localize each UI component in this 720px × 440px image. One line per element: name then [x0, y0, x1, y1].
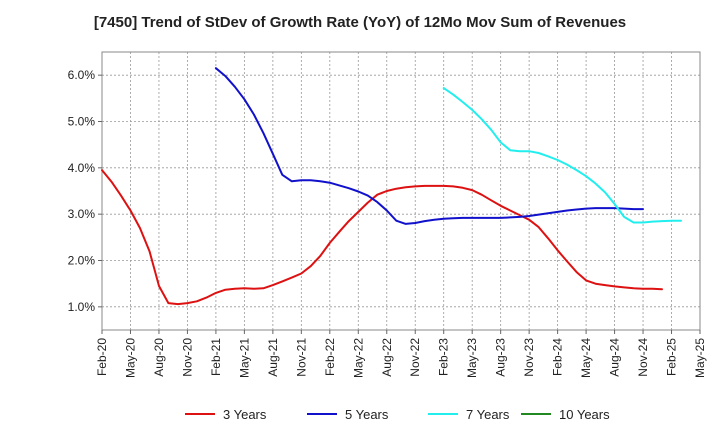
- plot-frame: [101, 51, 701, 331]
- x-tick-label: May-25: [693, 338, 707, 378]
- plot-border: [101, 51, 701, 331]
- legend-label-7-years: 7 Years: [466, 407, 510, 422]
- x-tick-label: Aug-23: [494, 338, 508, 377]
- legend-label-5-years: 5 Years: [345, 407, 389, 422]
- x-tick-label: Feb-24: [551, 338, 565, 376]
- x-tick-label: Nov-21: [294, 338, 308, 377]
- y-tick-label: 1.0%: [68, 300, 96, 314]
- y-tick-label: 2.0%: [68, 254, 96, 268]
- y-axis: 1.0% 2.0% 3.0% 4.0% 5.0% 6.0%: [68, 68, 102, 314]
- gridlines: [101, 52, 701, 330]
- legend-label-3-years: 3 Years: [223, 407, 267, 422]
- x-tick-label: Aug-24: [608, 338, 622, 377]
- series-lines: [101, 67, 682, 306]
- series-line-5-years: [214, 67, 644, 225]
- y-tick-label: 3.0%: [68, 207, 96, 221]
- x-tick-label: May-23: [465, 338, 479, 378]
- x-tick-label: Aug-22: [380, 338, 394, 377]
- x-tick-label: Feb-20: [95, 338, 109, 376]
- x-tick-label: Nov-20: [180, 338, 194, 377]
- x-tick-label: Nov-24: [636, 338, 650, 377]
- chart-title: [7450] Trend of StDev of Growth Rate (Yo…: [93, 14, 627, 31]
- x-tick-label: Nov-22: [408, 338, 422, 377]
- legend-label-10-years: 10 Years: [559, 407, 610, 422]
- x-tick-label: Feb-25: [665, 338, 679, 376]
- x-tick-label: Aug-20: [152, 338, 166, 377]
- x-tick-label: May-22: [351, 338, 365, 378]
- x-axis: Feb-20 May-20 Aug-20 Nov-20 Feb-21 May-21 Aug-…: [95, 330, 707, 378]
- x-tick-label: Feb-23: [437, 338, 451, 376]
- x-tick-label: May-24: [579, 338, 593, 378]
- series-line-7-years: [442, 87, 682, 224]
- x-tick-label: Feb-22: [323, 338, 337, 376]
- x-tick-label: May-21: [237, 338, 251, 378]
- y-tick-label: 4.0%: [68, 161, 96, 175]
- x-tick-label: Aug-21: [266, 338, 280, 377]
- series-line-3-years: [101, 169, 663, 306]
- y-tick-label: 6.0%: [68, 68, 96, 82]
- x-tick-label: Nov-23: [522, 338, 536, 377]
- y-tick-label: 5.0%: [68, 115, 96, 129]
- x-tick-label: Feb-21: [209, 338, 223, 376]
- x-tick-label: May-20: [123, 338, 137, 378]
- legend: 3 Years 5 Years 7 Years 10 Years: [185, 407, 610, 422]
